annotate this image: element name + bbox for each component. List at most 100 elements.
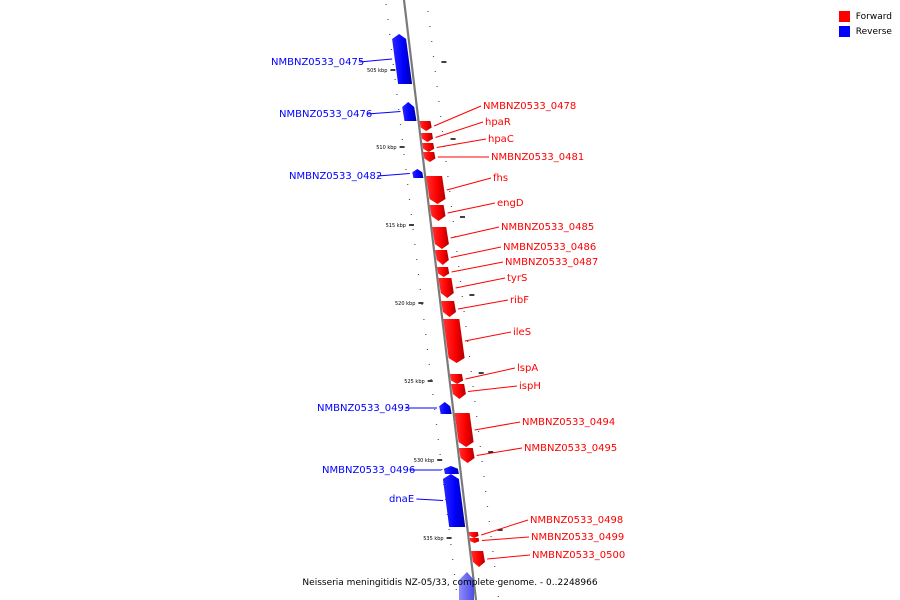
gene-label[interactable]: NMBNZ0533_0495 [524, 443, 617, 454]
gene-label[interactable]: dnaE [389, 494, 414, 505]
gene-glyph[interactable] [402, 102, 417, 121]
gene-connector [481, 519, 529, 536]
gene-label[interactable]: lspA [517, 363, 538, 374]
gene-nmbnz0533_0478[interactable]: NMBNZ0533_0478 [419, 101, 577, 131]
gene-engd[interactable]: engD [429, 198, 524, 221]
gene-fhs[interactable]: fhs [426, 173, 508, 204]
gene-label[interactable]: engD [497, 198, 524, 209]
gene-glyph[interactable] [469, 538, 480, 543]
gene-label[interactable]: ispH [519, 381, 541, 392]
guide-dot [425, 334, 427, 335]
gene-nmbnz0533_0498[interactable]: NMBNZ0533_0498 [468, 515, 623, 538]
gene-ribf[interactable]: ribF [441, 295, 529, 317]
gene-glyph[interactable] [458, 448, 475, 463]
gene-label[interactable]: NMBNZ0533_0481 [491, 152, 584, 163]
legend: Forward Reverse [838, 9, 892, 39]
guide-dot [495, 581, 498, 582]
gene-label[interactable]: NMBNZ0533_0476 [279, 109, 372, 120]
gene-nmbnz0533_0485[interactable]: NMBNZ0533_0485 [432, 222, 594, 249]
gene-label[interactable]: NMBNZ0533_0499 [531, 532, 624, 543]
gene-label[interactable]: fhs [493, 173, 508, 184]
guide-dot [465, 326, 467, 327]
gene-glyph[interactable] [422, 143, 435, 152]
gene-nmbnz0533_0487[interactable]: NMBNZ0533_0487 [437, 257, 598, 277]
gene-glyph[interactable] [443, 319, 465, 363]
guide-dot [390, 49, 393, 50]
gene-label[interactable]: NMBNZ0533_0486 [503, 242, 596, 253]
gene-dnae[interactable]: dnaE [389, 474, 466, 527]
guide-dot [470, 371, 472, 372]
gene-nmbnz0533_0496[interactable]: NMBNZ0533_0496 [322, 465, 459, 476]
gene-glyph[interactable] [392, 34, 413, 84]
gene-nmbnz0533_0475[interactable]: NMBNZ0533_0475 [271, 34, 413, 84]
gene-glyph[interactable] [451, 384, 466, 399]
gene-glyph[interactable] [441, 301, 456, 317]
gene-label[interactable]: ileS [513, 327, 531, 338]
guide-dot [412, 229, 414, 230]
guide-dot [492, 551, 494, 552]
gene-nmbnz0533_0493[interactable]: NMBNZ0533_0493 [317, 402, 452, 414]
gene-nmbnz0533_0476[interactable]: NMBNZ0533_0476 [279, 102, 417, 121]
guide-dot [463, 311, 465, 312]
gene-nmbnz0533_0482[interactable]: NMBNZ0533_0482 [289, 169, 424, 182]
gene-glyph[interactable] [454, 413, 474, 447]
gene-nmbnz0533_0494[interactable]: NMBNZ0533_0494 [454, 413, 616, 447]
guide-dot [448, 529, 450, 530]
gene-label[interactable]: hpaR [485, 117, 511, 128]
gene-label[interactable]: NMBNZ0533_0487 [505, 257, 598, 268]
gene-label[interactable]: NMBNZ0533_0493 [317, 403, 410, 414]
gene-label[interactable]: NMBNZ0533_0496 [322, 465, 415, 476]
gene-glyph[interactable] [423, 152, 436, 162]
gene-label[interactable]: NMBNZ0533_0482 [289, 171, 382, 182]
gene-label[interactable]: NMBNZ0533_0494 [522, 417, 615, 428]
guide-dot [434, 409, 436, 410]
gene-nmbnz0533_0495[interactable]: NMBNZ0533_0495 [458, 443, 617, 463]
gene-glyph[interactable] [439, 402, 452, 414]
gene-glyph[interactable] [468, 532, 479, 538]
gene-glyph[interactable] [426, 176, 446, 204]
guide-dot [449, 191, 451, 192]
gene-nmbnz0533_0481[interactable]: NMBNZ0533_0481 [423, 152, 584, 163]
gene-label[interactable]: NMBNZ0533_0478 [483, 101, 576, 112]
gene-tyrs[interactable]: tyrS [438, 273, 527, 298]
gene-glyph[interactable] [435, 250, 449, 265]
gene-glyph[interactable] [438, 278, 454, 298]
guide-dot [387, 19, 389, 20]
gene-glyph[interactable] [437, 267, 450, 277]
gene-glyph[interactable] [443, 466, 459, 474]
gene-glyph[interactable] [419, 121, 432, 131]
gene-label[interactable]: NMBNZ0533_0498 [530, 515, 623, 526]
gene-isph[interactable]: ispH [451, 381, 541, 399]
gene-glyph[interactable] [421, 133, 433, 142]
gene-glyph[interactable] [442, 474, 466, 527]
gene-label[interactable]: hpaC [488, 134, 514, 145]
gene-connector [359, 58, 393, 63]
guide-dot [483, 476, 485, 477]
gene-glyph[interactable] [412, 169, 424, 178]
guide-dot [403, 154, 405, 155]
gene-label[interactable]: NMBNZ0533_0500 [532, 550, 625, 561]
gene-nmbnz0533_0486[interactable]: NMBNZ0533_0486 [435, 242, 596, 265]
gene-glyph[interactable] [471, 551, 485, 567]
guide-dot [428, 364, 430, 365]
gene-connector [367, 111, 401, 115]
gene-hpar[interactable]: hpaR [421, 117, 511, 142]
gene-glyph[interactable] [449, 374, 464, 384]
guide-dot [453, 574, 456, 575]
gene-iles[interactable]: ileS [443, 319, 531, 363]
guide-dot [435, 424, 438, 425]
gene-label[interactable]: NMBNZ0533_0475 [271, 57, 364, 68]
gene-nmbnz0533_0499[interactable]: NMBNZ0533_0499 [469, 532, 625, 543]
gene-nmbnz0533_0500[interactable]: NMBNZ0533_0500 [471, 550, 625, 567]
gene-label[interactable]: tyrS [507, 273, 527, 284]
gene-hpac[interactable]: hpaC [422, 134, 514, 152]
guide-dot [468, 356, 471, 357]
gene-lspa[interactable]: lspA [449, 363, 538, 384]
guide-dot [429, 26, 431, 27]
gene-glyph[interactable] [429, 205, 446, 221]
gene-label[interactable]: NMBNZ0533_0485 [501, 222, 594, 233]
gene-glyph[interactable] [432, 227, 449, 249]
gene-connector [451, 261, 504, 273]
gene-label[interactable]: ribF [510, 295, 529, 306]
